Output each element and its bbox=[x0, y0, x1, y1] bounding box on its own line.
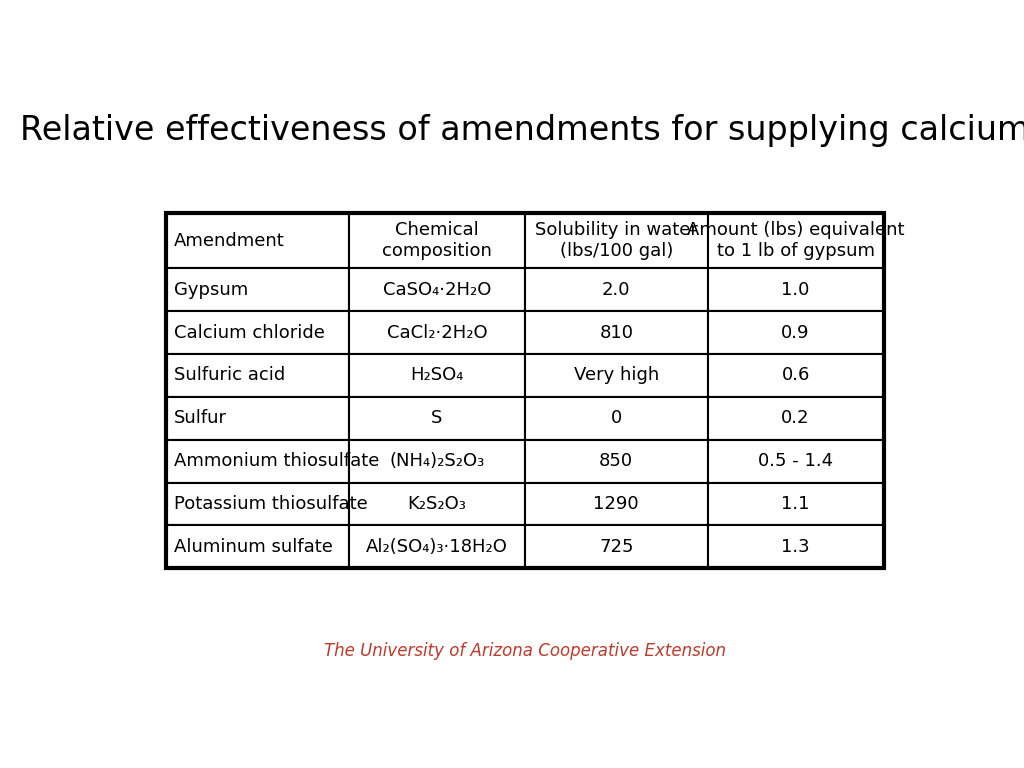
Text: The University of Arizona Cooperative Extension: The University of Arizona Cooperative Ex… bbox=[324, 642, 726, 660]
Bar bbox=[524, 397, 708, 440]
Text: 2.0: 2.0 bbox=[602, 281, 631, 299]
Bar bbox=[349, 268, 524, 311]
Bar bbox=[708, 397, 884, 440]
Bar bbox=[524, 311, 708, 354]
Text: Amount (lbs) equivalent
to 1 lb of gypsum: Amount (lbs) equivalent to 1 lb of gypsu… bbox=[687, 221, 904, 260]
Bar bbox=[524, 268, 708, 311]
Bar bbox=[524, 525, 708, 568]
Bar bbox=[166, 397, 349, 440]
Text: 850: 850 bbox=[599, 452, 633, 470]
Bar bbox=[708, 311, 884, 354]
Bar bbox=[708, 354, 884, 397]
Text: 0: 0 bbox=[610, 409, 622, 427]
Text: Al₂(SO₄)₃·18H₂O: Al₂(SO₄)₃·18H₂O bbox=[366, 538, 508, 556]
Bar bbox=[166, 214, 884, 568]
Text: 725: 725 bbox=[599, 538, 634, 556]
Text: Amendment: Amendment bbox=[174, 232, 285, 250]
Text: Very high: Very high bbox=[573, 366, 658, 385]
Text: 1.1: 1.1 bbox=[781, 495, 810, 513]
Text: Gypsum: Gypsum bbox=[174, 281, 248, 299]
Bar bbox=[166, 482, 349, 525]
Text: H₂SO₄: H₂SO₄ bbox=[411, 366, 464, 385]
Bar bbox=[349, 354, 524, 397]
Text: 1.3: 1.3 bbox=[781, 538, 810, 556]
Bar bbox=[524, 482, 708, 525]
Bar bbox=[708, 525, 884, 568]
Text: 810: 810 bbox=[599, 323, 633, 342]
Text: Solubility in water
(lbs/100 gal): Solubility in water (lbs/100 gal) bbox=[535, 221, 697, 260]
Bar bbox=[708, 482, 884, 525]
Bar bbox=[166, 354, 349, 397]
Text: Sulfuric acid: Sulfuric acid bbox=[174, 366, 286, 385]
Bar bbox=[166, 440, 349, 482]
Bar bbox=[524, 354, 708, 397]
Text: Potassium thiosulfate: Potassium thiosulfate bbox=[174, 495, 368, 513]
Bar bbox=[524, 440, 708, 482]
Text: Aluminum sulfate: Aluminum sulfate bbox=[174, 538, 333, 556]
Text: Chemical
composition: Chemical composition bbox=[382, 221, 492, 260]
Text: CaSO₄·2H₂O: CaSO₄·2H₂O bbox=[383, 281, 492, 299]
Text: 0.5 - 1.4: 0.5 - 1.4 bbox=[758, 452, 834, 470]
Text: K₂S₂O₃: K₂S₂O₃ bbox=[408, 495, 466, 513]
Text: 1.0: 1.0 bbox=[781, 281, 810, 299]
Bar bbox=[166, 214, 349, 268]
Text: 1290: 1290 bbox=[594, 495, 639, 513]
Text: 0.9: 0.9 bbox=[781, 323, 810, 342]
Text: 0.6: 0.6 bbox=[781, 366, 810, 385]
Text: Calcium chloride: Calcium chloride bbox=[174, 323, 325, 342]
Bar bbox=[524, 214, 708, 268]
Bar bbox=[349, 397, 524, 440]
Bar bbox=[708, 268, 884, 311]
Bar bbox=[349, 311, 524, 354]
Text: CaCl₂·2H₂O: CaCl₂·2H₂O bbox=[387, 323, 487, 342]
Text: Relative effectiveness of amendments for supplying calcium: Relative effectiveness of amendments for… bbox=[20, 114, 1024, 147]
Bar bbox=[166, 268, 349, 311]
Text: Sulfur: Sulfur bbox=[174, 409, 227, 427]
Bar bbox=[166, 525, 349, 568]
Bar bbox=[708, 440, 884, 482]
Text: Ammonium thiosulfate: Ammonium thiosulfate bbox=[174, 452, 380, 470]
Bar bbox=[708, 214, 884, 268]
Bar bbox=[349, 482, 524, 525]
Text: S: S bbox=[431, 409, 442, 427]
Bar bbox=[349, 525, 524, 568]
Bar bbox=[349, 440, 524, 482]
Bar bbox=[349, 214, 524, 268]
Text: 0.2: 0.2 bbox=[781, 409, 810, 427]
Text: (NH₄)₂S₂O₃: (NH₄)₂S₂O₃ bbox=[389, 452, 484, 470]
Bar bbox=[166, 311, 349, 354]
